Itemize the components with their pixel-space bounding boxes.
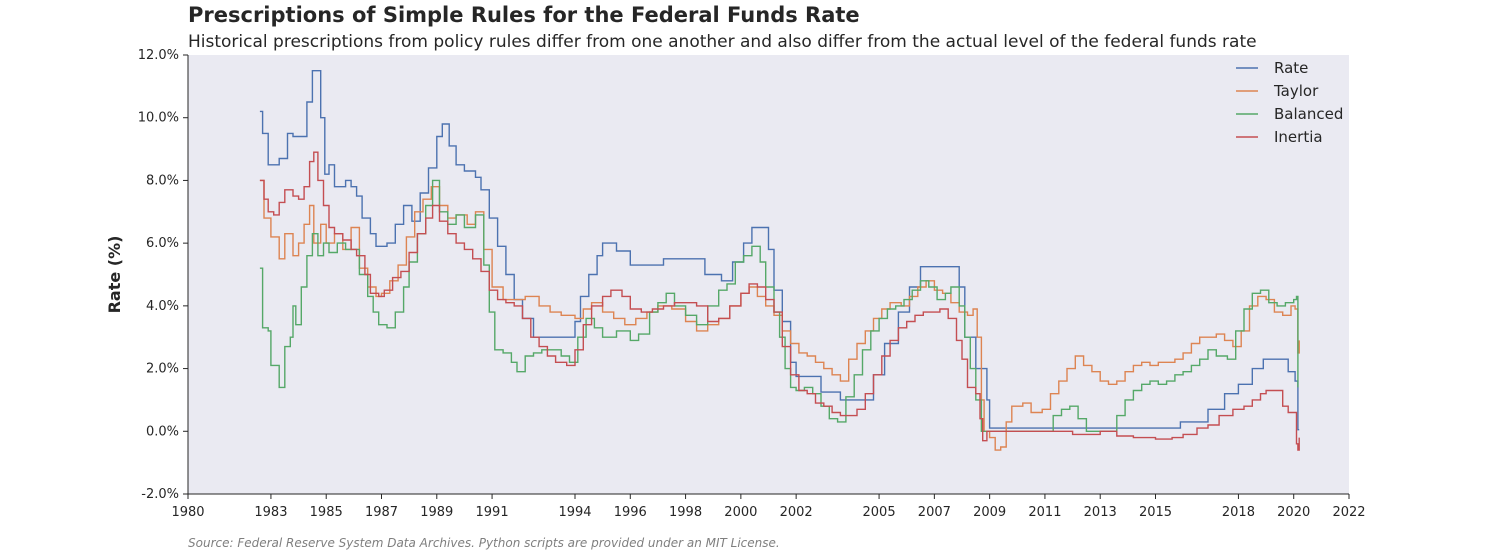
x-tick-label: 2000 bbox=[724, 505, 757, 520]
axes: -2.0% 0.0% 2.0% 4.0% 6.0% 8.0% 10.0% 12.0% 1980 1… bbox=[138, 48, 1366, 520]
x-tick-label: 2022 bbox=[1332, 505, 1365, 520]
x-tick-label: 1980 bbox=[171, 505, 204, 520]
y-tick-label: 0.0% bbox=[146, 424, 179, 439]
x-tick-label: 2007 bbox=[918, 505, 951, 520]
y-tick-label: -2.0% bbox=[141, 487, 179, 502]
x-tick-label: 2015 bbox=[1139, 505, 1172, 520]
y-tick-label: 10.0% bbox=[138, 111, 179, 126]
y-tick-label: 12.0% bbox=[138, 48, 179, 63]
series-layer bbox=[259, 70, 1300, 451]
x-tick-label: 1991 bbox=[476, 505, 509, 520]
y-tick-label: 4.0% bbox=[146, 299, 179, 314]
x-tick-label: 1989 bbox=[420, 505, 453, 520]
x-tick-label: 2009 bbox=[973, 505, 1006, 520]
x-tick-label: 2002 bbox=[780, 505, 813, 520]
x-tick-label: 1987 bbox=[365, 505, 398, 520]
y-tick-label: 8.0% bbox=[146, 173, 179, 188]
legend-label-taylor: Taylor bbox=[1273, 82, 1319, 100]
legend-label-rate: Rate bbox=[1274, 59, 1308, 77]
x-tick-label: 2005 bbox=[863, 505, 896, 520]
x-tick-label: 1996 bbox=[614, 505, 647, 520]
legend-label-inertia: Inertia bbox=[1274, 128, 1323, 146]
legend-label-balanced: Balanced bbox=[1274, 105, 1343, 123]
x-tick-label: 1985 bbox=[310, 505, 343, 520]
y-tick-label: 6.0% bbox=[146, 236, 179, 251]
x-tick-label: 2011 bbox=[1028, 505, 1061, 520]
plot-area bbox=[188, 55, 1349, 494]
chart-title: Prescriptions of Simple Rules for the Fe… bbox=[188, 3, 860, 27]
x-tick-label: 2018 bbox=[1222, 505, 1255, 520]
x-tick-label: 2013 bbox=[1084, 505, 1117, 520]
chart-subtitle: Historical prescriptions from policy rul… bbox=[188, 32, 1257, 52]
series-line-balanced bbox=[259, 179, 1299, 432]
x-tick-label: 1994 bbox=[558, 505, 591, 520]
series-line-inertia bbox=[259, 151, 1300, 451]
x-tick-label: 1983 bbox=[254, 505, 287, 520]
series-line-taylor bbox=[259, 179, 1300, 451]
x-tick-label: 2020 bbox=[1277, 505, 1310, 520]
y-axis-label: Rate (%) bbox=[105, 236, 124, 314]
source-note: Source: Federal Reserve System Data Arch… bbox=[188, 536, 780, 550]
legend: Rate Taylor Balanced Inertia bbox=[1236, 59, 1343, 146]
y-tick-label: 2.0% bbox=[146, 362, 179, 377]
x-tick-label: 1998 bbox=[669, 505, 702, 520]
